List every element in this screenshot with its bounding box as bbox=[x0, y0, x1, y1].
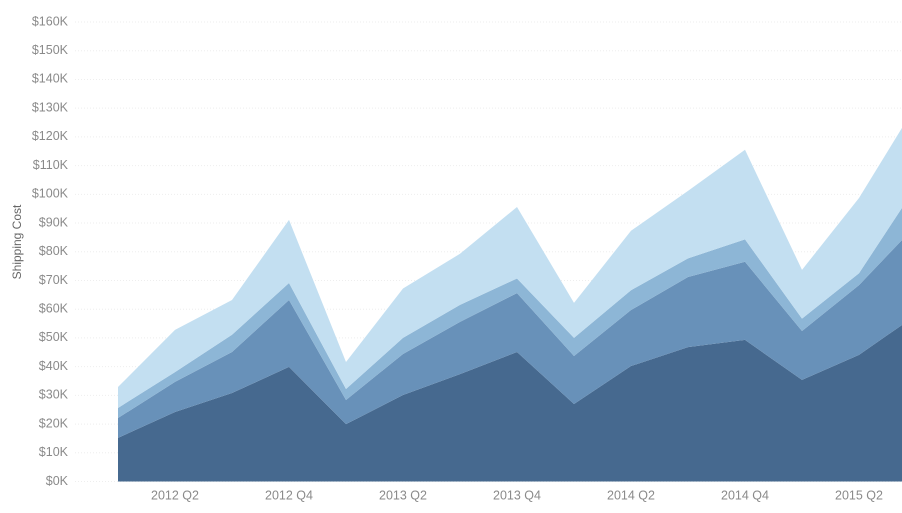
y-tick-label: $90K bbox=[39, 215, 69, 229]
y-tick-label: $20K bbox=[39, 416, 69, 430]
area-layer bbox=[118, 127, 902, 482]
y-tick-label: $130K bbox=[32, 100, 69, 114]
y-tick-label: $110K bbox=[33, 158, 69, 172]
x-tick-label: 2014 Q4 bbox=[721, 488, 769, 502]
area bbox=[118, 127, 902, 408]
y-tick-label: $30K bbox=[39, 388, 69, 402]
y-tick-label: $0K bbox=[46, 474, 69, 488]
y-tick-label: $100K bbox=[32, 187, 69, 201]
y-tick-label: $150K bbox=[32, 43, 69, 57]
x-tick-label: 2015 Q2 bbox=[835, 488, 883, 502]
y-tick-label: $80K bbox=[39, 244, 69, 258]
y-tick-label: $160K bbox=[32, 14, 69, 28]
y-tick-label: $70K bbox=[39, 273, 69, 287]
x-tick-label: 2014 Q2 bbox=[607, 488, 655, 502]
x-tick-label: 2012 Q4 bbox=[265, 488, 313, 502]
y-tick-label: $10K bbox=[39, 445, 69, 459]
y-tick-label: $140K bbox=[32, 72, 69, 86]
y-tick-label: $40K bbox=[39, 359, 69, 373]
area bbox=[118, 240, 902, 438]
y-tick-label: $120K bbox=[32, 129, 69, 143]
y-tick-label: $60K bbox=[39, 301, 69, 315]
x-tick-label: 2013 Q2 bbox=[379, 488, 427, 502]
x-tick-label: 2012 Q2 bbox=[151, 488, 199, 502]
x-tick-label: 2013 Q4 bbox=[493, 488, 541, 502]
area bbox=[118, 324, 902, 482]
y-tick-label: $50K bbox=[39, 330, 69, 344]
area bbox=[118, 207, 902, 419]
label-layer: $0K $10K $20K $30K $40K $50K $60K $70K $80K $90K $… bbox=[32, 14, 883, 502]
y-axis-label: Shipping Cost bbox=[10, 204, 24, 279]
